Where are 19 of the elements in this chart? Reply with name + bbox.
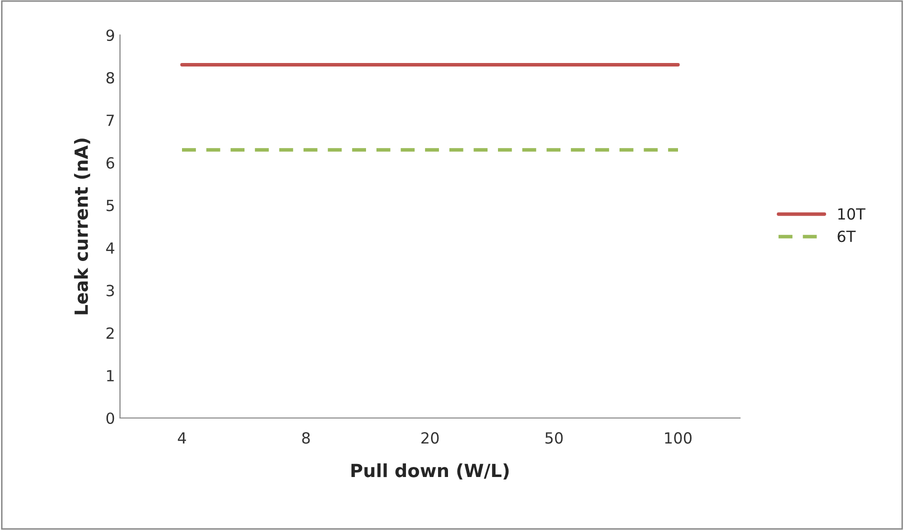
y-tick-label: 0 bbox=[106, 412, 114, 424]
y-tick-label: 2 bbox=[106, 327, 114, 339]
y-tick-label: 3 bbox=[106, 284, 114, 296]
legend-label: 6T bbox=[838, 230, 856, 242]
x-tick-label: 4 bbox=[178, 432, 186, 444]
x-tick-label: 50 bbox=[545, 432, 563, 444]
y-tick-label: 4 bbox=[106, 242, 114, 254]
x-tick-label: 8 bbox=[302, 432, 310, 444]
y-tick-label: 8 bbox=[106, 72, 114, 84]
x-tick-label: 20 bbox=[421, 432, 439, 444]
y-tick-label: 7 bbox=[106, 114, 114, 126]
y-tick-label: 6 bbox=[106, 157, 114, 169]
legend-label: 10T bbox=[838, 208, 866, 220]
y-tick-label: 5 bbox=[106, 200, 114, 212]
x-axis-title: Pull down (W/L) bbox=[351, 463, 509, 480]
y-axis-title: Leak current (nA) bbox=[74, 138, 90, 314]
y-tick-label: 1 bbox=[107, 370, 114, 382]
x-tick-label: 100 bbox=[665, 432, 692, 444]
y-tick-label: 9 bbox=[106, 29, 114, 42]
